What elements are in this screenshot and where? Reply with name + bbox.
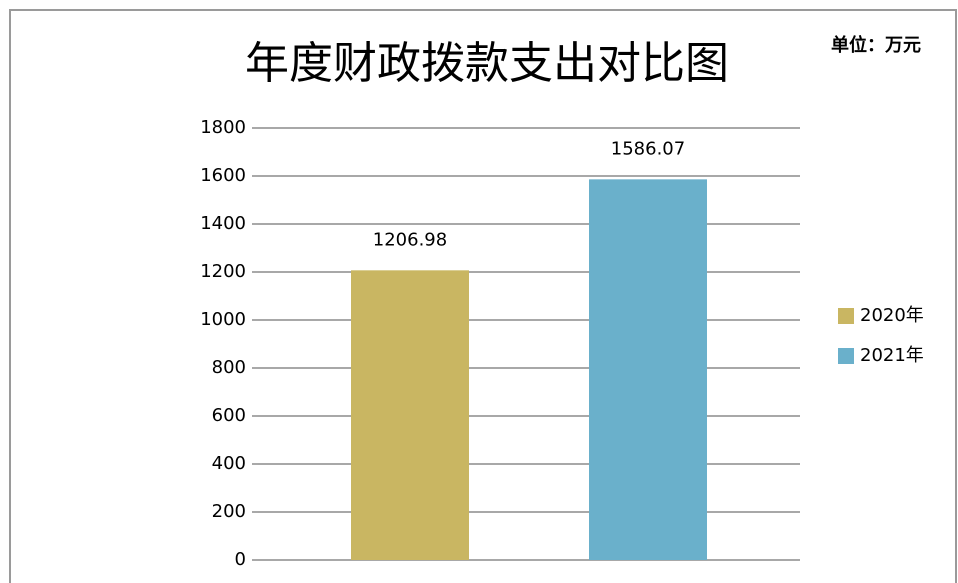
- y-tick-label: 200: [212, 501, 246, 522]
- y-tick-label: 1600: [200, 165, 246, 186]
- chart-frame: [9, 9, 957, 583]
- value-label: 1586.07: [611, 138, 685, 159]
- y-tick-label: 1400: [200, 213, 246, 234]
- value-label: 1206.98: [373, 229, 447, 250]
- y-tick-label: 1000: [200, 309, 246, 330]
- y-tick-label: 1200: [200, 261, 246, 282]
- y-tick-label: 600: [212, 405, 246, 426]
- y-tick-label: 1800: [200, 117, 246, 138]
- y-tick-label: 400: [212, 453, 246, 474]
- bar: [589, 179, 707, 560]
- unit-note: 单位：万元: [831, 34, 921, 56]
- legend-label: 2020年: [860, 305, 924, 326]
- y-tick-label: 800: [212, 357, 246, 378]
- legend-swatch: [838, 308, 854, 324]
- legend-label: 2021年: [860, 345, 924, 366]
- chart-title: 年度财政拨款支出对比图: [245, 38, 729, 89]
- bar: [351, 270, 469, 560]
- legend-swatch: [838, 348, 854, 364]
- y-tick-label: 0: [235, 549, 246, 570]
